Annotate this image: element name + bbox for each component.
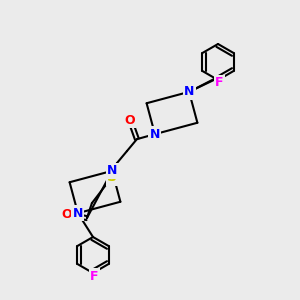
Text: N: N	[184, 85, 194, 98]
Text: S: S	[107, 170, 117, 184]
Text: O: O	[61, 208, 72, 220]
Text: N: N	[73, 207, 83, 220]
Text: O: O	[124, 114, 135, 127]
Text: F: F	[90, 269, 98, 283]
Text: N: N	[107, 164, 117, 177]
Text: N: N	[150, 128, 160, 141]
Text: F: F	[215, 76, 223, 89]
